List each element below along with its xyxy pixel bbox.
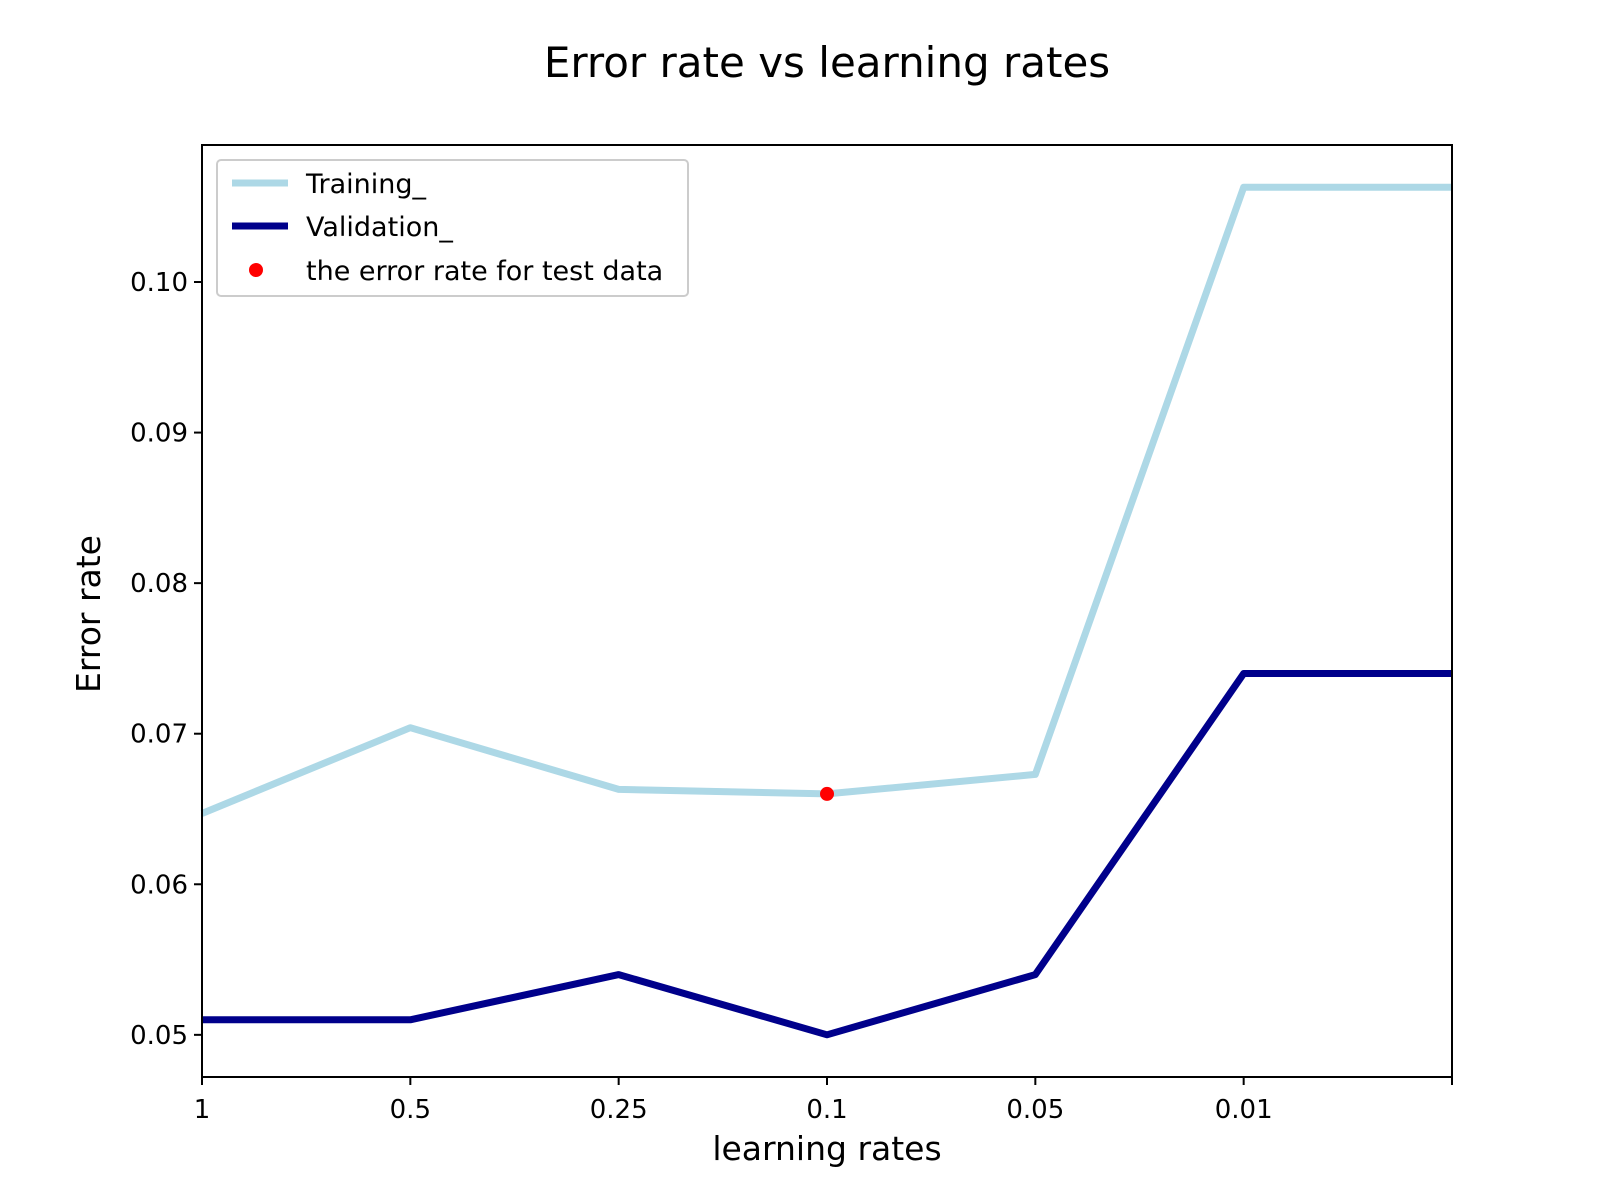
- legend-label: the error rate for test data: [306, 256, 663, 287]
- y-tick-label: 0.07: [130, 720, 188, 750]
- x-tick-label: 0.25: [590, 1095, 648, 1125]
- legend: Training_ Validation_the error rate for t…: [216, 159, 689, 297]
- test-error-point: [820, 786, 834, 801]
- y-tick-label: 0.05: [130, 1021, 188, 1051]
- y-tick-label: 0.10: [130, 268, 188, 298]
- y-tick-label: 0.09: [130, 419, 188, 449]
- legend-box: [216, 159, 689, 297]
- x-tick-label: 1: [194, 1095, 211, 1125]
- legend-label: Validation_: [306, 212, 453, 243]
- x-tick-label: 0.5: [390, 1095, 431, 1125]
- legend-label: Training_: [305, 169, 427, 200]
- chart-title: Error rate vs learning rates: [544, 38, 1110, 87]
- x-tick-label: 0.01: [1215, 1095, 1273, 1125]
- x-tick-label: 0.05: [1006, 1095, 1064, 1125]
- y-tick-label: 0.06: [130, 870, 188, 900]
- y-axis-label: Error rate: [69, 535, 108, 693]
- x-tick-label: 0.1: [806, 1095, 847, 1125]
- x-axis-label: learning rates: [712, 1129, 941, 1168]
- y-tick-label: 0.08: [130, 569, 188, 599]
- legend-swatch-marker: [249, 263, 263, 277]
- series-line-2: [202, 670, 1452, 1039]
- plot-area: 1 0.5 0.25 0.1 0.05 0.01 0.05 0.06 0.07 0.08 0.09 0…: [130, 144, 1453, 1125]
